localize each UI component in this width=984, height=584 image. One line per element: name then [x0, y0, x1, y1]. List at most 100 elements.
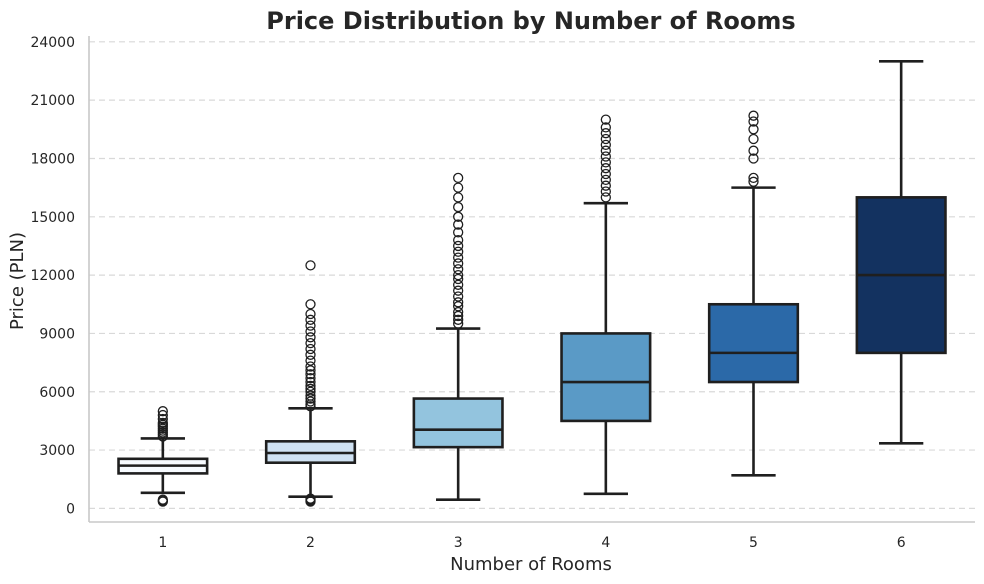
x-axis-label: Number of Rooms [450, 554, 612, 575]
outlier-point [453, 227, 464, 238]
outlier-point [453, 240, 464, 252]
outlier-point [453, 246, 464, 257]
y-tick-label: 0 [66, 501, 75, 517]
outlier-point [748, 110, 759, 121]
outlier-point [453, 172, 464, 184]
y-tick-label: 9000 [39, 326, 75, 342]
outlier-point [453, 182, 464, 193]
y-tick-label: 12000 [30, 268, 75, 284]
x-tick-label: 2 [306, 535, 315, 551]
outlier-point [305, 326, 316, 337]
outlier-point [453, 306, 464, 318]
outlier-point [453, 252, 464, 263]
outlier-point [157, 409, 168, 421]
outlier-point [453, 234, 464, 246]
outlier-point [305, 320, 316, 331]
outlier-point [305, 390, 316, 401]
outlier-point [600, 186, 611, 197]
outlier-point [600, 157, 611, 168]
outlier-point [305, 361, 316, 372]
outlier-point [453, 318, 464, 329]
outlier-point [748, 124, 759, 135]
outlier-point [600, 114, 611, 125]
outlier-point [748, 116, 759, 127]
outlier-point [305, 393, 316, 404]
outlier-point [305, 332, 316, 343]
outlier-point [305, 299, 316, 310]
outlier-point [748, 153, 759, 164]
box-iqr [412, 397, 504, 449]
box-group-2 [264, 260, 357, 507]
box-iqr [707, 302, 800, 384]
outlier-point [453, 279, 464, 290]
y-tick-label: 18000 [30, 151, 75, 167]
y-tick-label: 15000 [30, 210, 75, 226]
outlier-point [748, 145, 759, 156]
y-tick-label: 6000 [39, 385, 75, 401]
outlier-point [600, 192, 611, 203]
outlier-point [453, 192, 464, 203]
y-tick-label: 3000 [39, 443, 75, 459]
outlier-point [157, 406, 168, 417]
outlier-point [453, 310, 464, 322]
grid-layer [89, 41, 975, 509]
outlier-point [600, 145, 611, 156]
outlier-point [305, 380, 316, 392]
outlier-point [600, 168, 611, 180]
boxes-layer [117, 59, 947, 507]
outlier-point [305, 349, 316, 360]
x-tick-labels: 1 2 3 4 5 6 [158, 535, 905, 551]
outlier-point [453, 219, 464, 230]
outlier-point [748, 176, 759, 187]
outlier-point [600, 151, 611, 162]
outlier-point [305, 493, 316, 504]
chart-title: Price Distribution by Number of Rooms [266, 7, 795, 35]
x-tick-label: 1 [158, 535, 167, 551]
x-tick-label: 4 [601, 535, 610, 551]
x-tick-label: 5 [749, 535, 758, 551]
outlier-point [600, 133, 611, 145]
outlier-point [453, 314, 464, 325]
outlier-point [305, 343, 316, 355]
y-tick-label: 24000 [30, 35, 75, 51]
box-group-3 [412, 172, 504, 501]
outlier-point [453, 297, 464, 308]
outlier-point [305, 308, 316, 320]
y-axis-label: Price (PLN) [7, 232, 28, 330]
outlier-point [453, 258, 464, 269]
y-tick-labels: 0 3000 6000 9000 12000 15000 18000 21000 24000 [30, 35, 75, 518]
outlier-point [305, 396, 316, 407]
box-group-4 [560, 114, 652, 496]
outlier-point [305, 372, 316, 384]
outlier-point [453, 264, 464, 275]
outlier-point [748, 172, 759, 184]
outlier-point [453, 211, 464, 222]
outlier-point [305, 365, 316, 376]
outlier-point [748, 133, 759, 145]
outlier-point [600, 180, 611, 191]
x-tick-label: 6 [897, 535, 906, 551]
outlier-point [305, 314, 316, 325]
y-tick-label: 21000 [30, 93, 75, 109]
outlier-point [305, 376, 316, 388]
box-group-5 [707, 110, 800, 477]
outlier-point [600, 174, 611, 186]
outlier-point [305, 369, 316, 380]
outlier-point [453, 269, 464, 281]
outlier-point [453, 273, 464, 285]
outlier-point [305, 383, 316, 394]
outlier-point [600, 122, 611, 133]
outlier-point [305, 386, 316, 397]
outlier-point [600, 163, 611, 174]
outlier-point [305, 260, 316, 271]
x-tick-label: 3 [454, 535, 463, 551]
outlier-point [453, 291, 464, 302]
outlier-point [157, 494, 168, 505]
outlier-point [600, 139, 611, 151]
outlier-point [453, 201, 464, 213]
box-group-6 [855, 59, 947, 445]
outlier-point [453, 285, 464, 296]
outlier-point [305, 338, 316, 349]
outlier-point [453, 301, 464, 312]
